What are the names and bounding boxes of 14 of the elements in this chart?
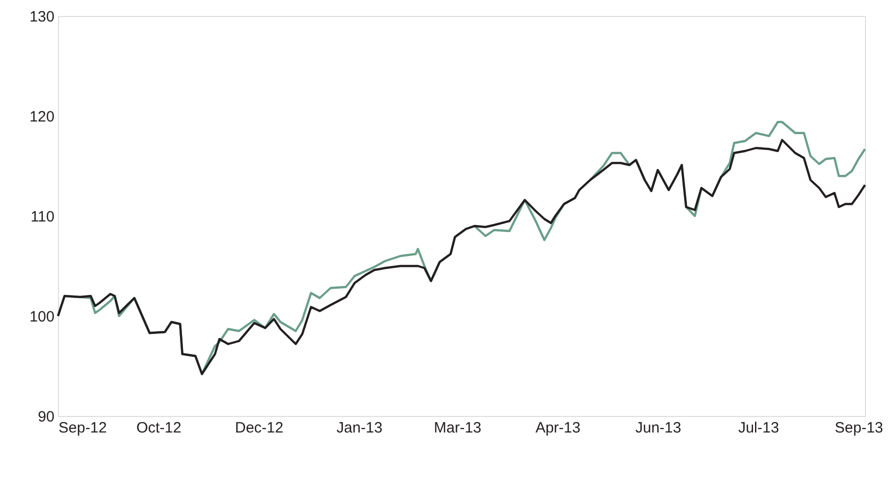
x-tick-label: Sep-13 — [834, 420, 884, 436]
x-tick-label: Jun-13 — [635, 420, 682, 436]
y-tick-label: 90 — [38, 408, 54, 426]
x-tick-label: Dec-12 — [234, 420, 284, 436]
y-tick-label: 120 — [29, 108, 54, 126]
y-tick-label: 100 — [29, 308, 54, 326]
x-tick-label: Mar-13 — [434, 420, 482, 436]
x-tick-label: Jan-13 — [336, 420, 382, 436]
y-tick-label: 130 — [29, 8, 54, 26]
x-tick-label: Apr-13 — [535, 420, 580, 436]
y-tick-label: 110 — [30, 208, 54, 226]
x-tick-label: Oct-12 — [136, 420, 182, 436]
x-tick-label: Jul-13 — [738, 420, 780, 436]
x-tick-label: Sep-12 — [58, 420, 107, 436]
